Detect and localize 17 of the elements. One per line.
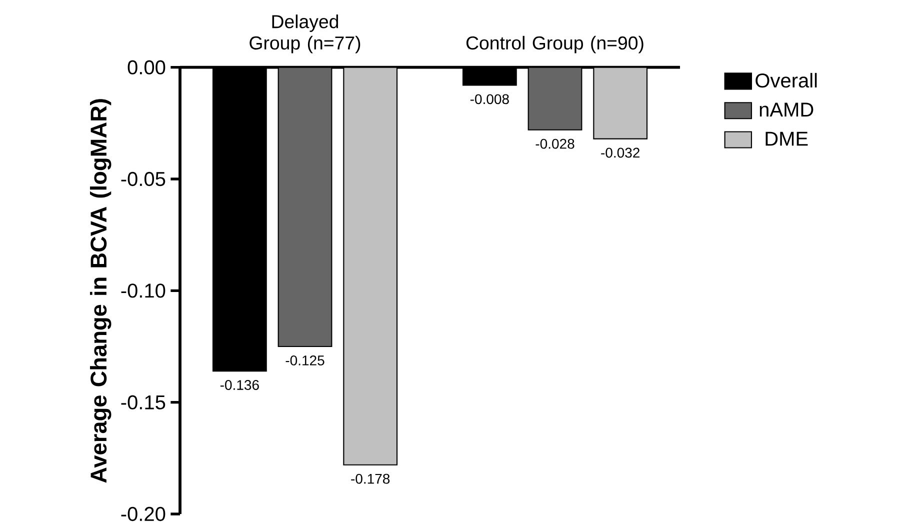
data-label: -0.136	[220, 380, 259, 390]
legend-label: Overall	[756, 72, 817, 88]
data-label: -0.178	[351, 474, 390, 484]
x-tick-label: Delayed Group (n=77)	[250, 14, 360, 54]
y-tick-label: -0.15	[121, 395, 166, 410]
y-tick-label: -0.10	[121, 284, 166, 298]
legend-label: DME	[766, 132, 808, 146]
y-axis-title: Average Change in BCVA (logMAR)	[90, 99, 112, 483]
data-label: -0.125	[286, 355, 324, 366]
legend-label: nAMD	[760, 102, 814, 117]
y-tick-label: -0.05	[121, 172, 166, 186]
data-label: -0.032	[601, 148, 640, 158]
x-tick-label: Control Group (n=90)	[466, 36, 644, 54]
y-tick-label: -0.20	[121, 506, 166, 522]
data-label: -0.028	[536, 138, 574, 149]
y-tick-label: 0.00	[128, 60, 166, 74]
data-label: -0.008	[470, 94, 509, 104]
